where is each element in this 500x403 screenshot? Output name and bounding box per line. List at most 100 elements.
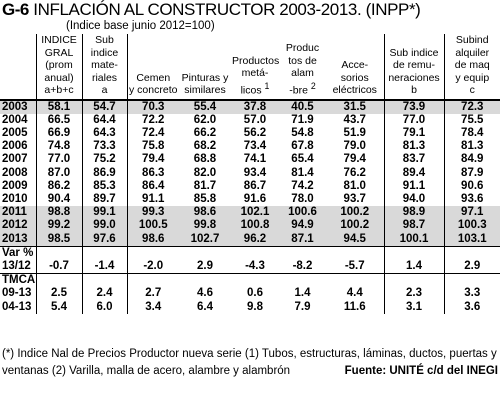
column-header: INDICE GRAL (prom anual) a+b+c bbox=[35, 34, 82, 101]
table-cell: 86.2 bbox=[35, 179, 82, 193]
table-cell bbox=[126, 245, 179, 260]
table-cell: 5.4 bbox=[35, 300, 82, 314]
table-cell: 89.4 bbox=[383, 166, 444, 180]
table-cell: 87.9 bbox=[443, 166, 500, 180]
table-cell: 71.9 bbox=[291, 113, 314, 126]
table-cell: 74.1 bbox=[243, 153, 267, 166]
table-cell: 98.7 bbox=[383, 219, 444, 233]
table-cell: 94.0 bbox=[383, 192, 444, 207]
section-label: Var % bbox=[0, 245, 36, 260]
table-cell: 99.3 bbox=[126, 206, 179, 220]
row-label: 09-13 bbox=[2, 287, 32, 300]
footnote-text: (*) Indice Nal de Precios Productor nuev… bbox=[2, 348, 497, 377]
table-cell: 102.7 bbox=[179, 232, 231, 247]
table-cell: 99.0 bbox=[81, 219, 127, 233]
table-cell bbox=[383, 245, 444, 260]
table-subtitle: (Indice base junio 2012=100) bbox=[66, 20, 215, 32]
column-header: Acce-sorios eléctricos bbox=[326, 34, 384, 101]
table-cell: 81.4 bbox=[291, 166, 314, 179]
table-cell: 81.7 bbox=[193, 179, 217, 192]
table-cell: 72.4 bbox=[126, 126, 179, 141]
row-label: 2007 bbox=[2, 153, 28, 166]
table-cell: 79.4 bbox=[343, 153, 366, 166]
table-cell: 58.1 bbox=[35, 99, 82, 114]
column-header: Produc tos de alam -bre 2 bbox=[279, 34, 326, 101]
table-cell: 64.4 bbox=[81, 113, 127, 127]
table-cell: 86.4 bbox=[126, 179, 179, 193]
table-cell: 100.8 bbox=[231, 219, 279, 233]
table-cell: 96.2 bbox=[231, 232, 279, 247]
table-row: 2008 87.0 86.9 86.3 82.0 93.4 81.4 76.2 89.4 87.9 bbox=[0, 166, 500, 180]
column-header bbox=[0, 34, 36, 101]
table-cell: 100.2 bbox=[326, 206, 384, 220]
table-cell: 3.3 bbox=[443, 287, 500, 301]
row-label: 2012 bbox=[0, 219, 36, 233]
table-cell: 98.9 bbox=[383, 206, 444, 220]
table-cell: 66.2 bbox=[193, 126, 217, 139]
table-code: G-6 bbox=[2, 0, 29, 19]
table-cell: 55.4 bbox=[179, 99, 231, 114]
table-cell: 31.5 bbox=[326, 99, 384, 114]
table-cell: 81.0 bbox=[343, 179, 366, 192]
table-cell: 73.3 bbox=[81, 140, 127, 154]
table-cell bbox=[231, 245, 279, 260]
table-cell: 90.4 bbox=[35, 192, 82, 207]
table-cell: 43.7 bbox=[343, 113, 366, 126]
table-cell: 86.3 bbox=[126, 166, 179, 180]
table-cell: 72.3 bbox=[443, 99, 500, 114]
table-cell bbox=[279, 245, 326, 260]
footnote: (*) Indice Nal de Precios Productor nuev… bbox=[2, 346, 500, 380]
column-header: Cemen y concreto bbox=[126, 34, 179, 101]
table-row: 2012 99.2 99.0 100.5 99.8 100.8 94.9 100.2 98.7 1… bbox=[0, 219, 500, 233]
table-cell: 75.2 bbox=[81, 153, 127, 167]
table-cell: 100.5 bbox=[126, 219, 179, 233]
table-cell: 99.1 bbox=[81, 206, 127, 220]
table-row: 2003 58.1 54.7 70.3 55.4 37.8 40.5 31.5 73.9 72.3 bbox=[0, 99, 500, 114]
table-cell: 57.0 bbox=[243, 113, 267, 126]
inflation-table: INDICE GRAL (prom anual) a+b+c Sub indice mate… bbox=[0, 34, 500, 314]
table-cell: 98.6 bbox=[179, 206, 231, 220]
table-cell: 2.3 bbox=[383, 287, 444, 301]
table-row: 04-13 5.4 6.0 3.4 6.4 9.8 7.9 11.6 3.1 3.6 bbox=[0, 300, 500, 314]
table-cell: -4.3 bbox=[245, 259, 265, 272]
table-title-text: INFLACIÓN AL CONSTRUCTOR 2003-2013. (INP… bbox=[33, 0, 421, 19]
table-cell: 54.7 bbox=[81, 99, 127, 114]
table-cell bbox=[179, 245, 231, 260]
table-cell: 91.1 bbox=[126, 192, 179, 207]
table-cell: 73.9 bbox=[383, 99, 444, 114]
table-cell: 64.3 bbox=[81, 126, 127, 141]
row-label: 2005 bbox=[2, 126, 28, 139]
row-label: 2010 bbox=[2, 192, 28, 205]
table-cell bbox=[443, 273, 500, 288]
table-cell: -5.7 bbox=[344, 259, 365, 272]
table-cell bbox=[35, 273, 82, 288]
table-cell: 81.3 bbox=[443, 140, 500, 154]
table-cell: 75.5 bbox=[443, 113, 500, 127]
table-cell: 6.4 bbox=[197, 300, 213, 313]
row-label: 2013 bbox=[0, 232, 36, 247]
column-header: Productos metá-licos 1 bbox=[231, 34, 279, 101]
table-cell: 2.9 bbox=[197, 259, 213, 272]
table-title: G-6 INFLACIÓN AL CONSTRUCTOR 2003-2013. … bbox=[2, 0, 421, 20]
table-row: 2007 77.0 75.2 79.4 68.8 74.1 65.4 79.4 83.7 84.9 bbox=[0, 153, 500, 167]
table-cell: -2.0 bbox=[126, 259, 179, 274]
table-cell bbox=[383, 273, 444, 288]
row-label: 2003 bbox=[0, 99, 36, 114]
table-cell: 90.6 bbox=[443, 179, 500, 193]
table-cell: 4.6 bbox=[197, 287, 213, 300]
table-cell: 97.1 bbox=[443, 206, 500, 220]
table-cell: 11.6 bbox=[343, 300, 366, 313]
source-note: Fuente: UNITÉ c/d del INEGI bbox=[344, 365, 498, 377]
table-cell: 73.4 bbox=[243, 140, 267, 153]
table-cell: 65.4 bbox=[291, 153, 314, 166]
table-cell: 68.8 bbox=[193, 153, 217, 166]
table-cell bbox=[443, 245, 500, 260]
table-cell: 83.7 bbox=[383, 153, 444, 167]
table-cell: 86.9 bbox=[81, 166, 127, 180]
row-label: 2008 bbox=[2, 166, 28, 179]
table-cell: 2.4 bbox=[81, 287, 127, 301]
table-cell: 87.0 bbox=[35, 166, 82, 180]
table-cell: 93.6 bbox=[443, 192, 500, 207]
table-cell: 9.8 bbox=[247, 300, 263, 313]
table-cell: 85.8 bbox=[193, 192, 217, 205]
